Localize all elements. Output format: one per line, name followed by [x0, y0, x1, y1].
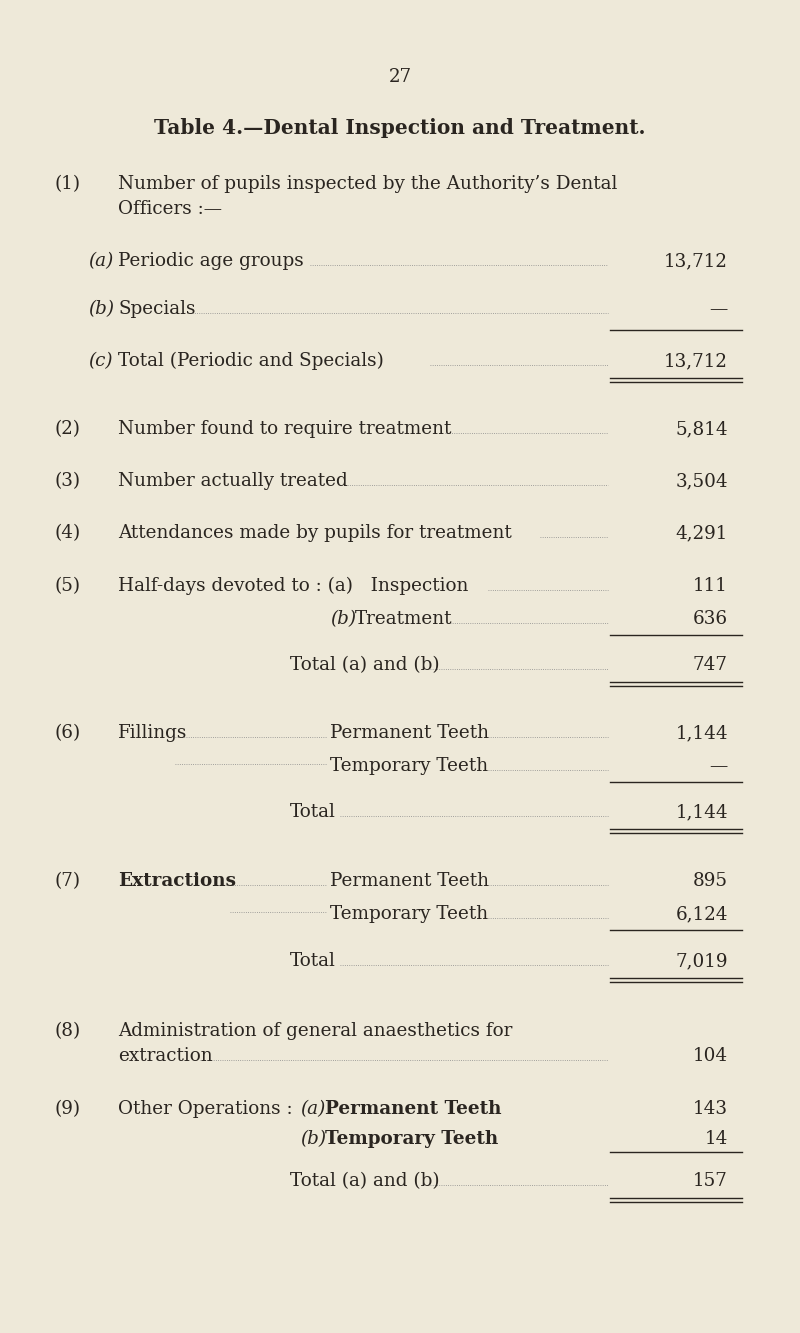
- Text: 1,144: 1,144: [675, 724, 728, 742]
- Text: (c): (c): [88, 352, 113, 371]
- Text: Treatment: Treatment: [355, 611, 453, 628]
- Text: Half-days devoted to : (a)   Inspection: Half-days devoted to : (a) Inspection: [118, 577, 468, 596]
- Text: 7,019: 7,019: [675, 952, 728, 970]
- Text: Permanent Teeth: Permanent Teeth: [325, 1100, 502, 1118]
- Text: Total: Total: [290, 952, 336, 970]
- Text: Table 4.—Dental Inspection and Treatment.: Table 4.—Dental Inspection and Treatment…: [154, 119, 646, 139]
- Text: (8): (8): [55, 1022, 82, 1040]
- Text: (5): (5): [55, 577, 81, 595]
- Text: Fillings: Fillings: [118, 724, 187, 742]
- Text: 1,144: 1,144: [675, 802, 728, 821]
- Text: 13,712: 13,712: [664, 252, 728, 271]
- Text: 4,291: 4,291: [676, 524, 728, 543]
- Text: —: —: [710, 300, 728, 319]
- Text: Temporary Teeth: Temporary Teeth: [330, 757, 488, 774]
- Text: Total (a) and (b): Total (a) and (b): [290, 1172, 440, 1190]
- Text: Number actually treated: Number actually treated: [118, 472, 348, 491]
- Text: (7): (7): [55, 872, 81, 890]
- Text: Total (Periodic and Specials): Total (Periodic and Specials): [118, 352, 384, 371]
- Text: (2): (2): [55, 420, 81, 439]
- Text: 143: 143: [693, 1100, 728, 1118]
- Text: Total (a) and (b): Total (a) and (b): [290, 656, 440, 674]
- Text: Temporary Teeth: Temporary Teeth: [325, 1130, 498, 1148]
- Text: 5,814: 5,814: [675, 420, 728, 439]
- Text: Attendances made by pupils for treatment: Attendances made by pupils for treatment: [118, 524, 512, 543]
- Text: Total: Total: [290, 802, 336, 821]
- Text: 895: 895: [693, 872, 728, 890]
- Text: Number found to require treatment: Number found to require treatment: [118, 420, 451, 439]
- Text: (b): (b): [300, 1130, 326, 1148]
- Text: (a): (a): [300, 1100, 326, 1118]
- Text: 13,712: 13,712: [664, 352, 728, 371]
- Text: (b): (b): [330, 611, 356, 628]
- Text: (4): (4): [55, 524, 82, 543]
- Text: Officers :—: Officers :—: [118, 200, 222, 219]
- Text: Number of pupils inspected by the Authority’s Dental: Number of pupils inspected by the Author…: [118, 175, 618, 193]
- Text: Temporary Teeth: Temporary Teeth: [330, 905, 488, 922]
- Text: (9): (9): [55, 1100, 81, 1118]
- Text: Administration of general anaesthetics for: Administration of general anaesthetics f…: [118, 1022, 512, 1040]
- Text: (a): (a): [88, 252, 114, 271]
- Text: 111: 111: [693, 577, 728, 595]
- Text: Permanent Teeth: Permanent Teeth: [330, 724, 489, 742]
- Text: (3): (3): [55, 472, 81, 491]
- Text: —: —: [710, 757, 728, 774]
- Text: (b): (b): [88, 300, 114, 319]
- Text: (6): (6): [55, 724, 82, 742]
- Text: Permanent Teeth: Permanent Teeth: [330, 872, 489, 890]
- Text: Specials: Specials: [118, 300, 195, 319]
- Text: extraction: extraction: [118, 1046, 213, 1065]
- Text: Periodic age groups: Periodic age groups: [118, 252, 304, 271]
- Text: 157: 157: [693, 1172, 728, 1190]
- Text: 6,124: 6,124: [675, 905, 728, 922]
- Text: 3,504: 3,504: [675, 472, 728, 491]
- Text: Extractions: Extractions: [118, 872, 236, 890]
- Text: 747: 747: [693, 656, 728, 674]
- Text: 27: 27: [389, 68, 411, 87]
- Text: (1): (1): [55, 175, 81, 193]
- Text: 104: 104: [693, 1046, 728, 1065]
- Text: 636: 636: [693, 611, 728, 628]
- Text: 14: 14: [705, 1130, 728, 1148]
- Text: Other Operations :: Other Operations :: [118, 1100, 293, 1118]
